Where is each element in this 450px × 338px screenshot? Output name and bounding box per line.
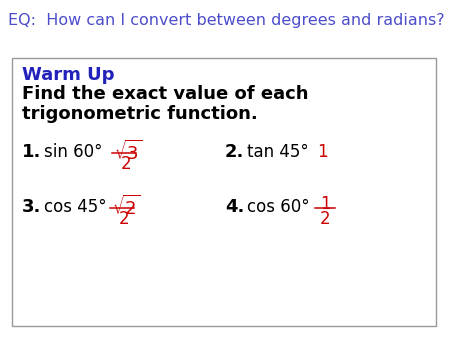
- Text: cos 45°: cos 45°: [44, 198, 107, 216]
- Text: 3.: 3.: [22, 198, 41, 216]
- Text: 2: 2: [320, 210, 331, 228]
- Text: $\sqrt{2}$: $\sqrt{2}$: [112, 195, 140, 219]
- Text: trigonometric function.: trigonometric function.: [22, 105, 258, 123]
- Text: 1: 1: [320, 195, 331, 213]
- Text: 2: 2: [121, 155, 131, 173]
- Text: $\sqrt{3}$: $\sqrt{3}$: [114, 140, 142, 164]
- Text: 4.: 4.: [225, 198, 244, 216]
- Bar: [12, 58, 436, 326]
- Text: 1: 1: [317, 143, 328, 161]
- Text: cos 60°: cos 60°: [247, 198, 310, 216]
- Text: 2: 2: [119, 210, 130, 228]
- Text: EQ:  How can I convert between degrees and radians?: EQ: How can I convert between degrees an…: [8, 13, 445, 28]
- Text: 2.: 2.: [225, 143, 244, 161]
- Text: Find the exact value of each: Find the exact value of each: [22, 85, 309, 103]
- Text: sin 60°: sin 60°: [44, 143, 103, 161]
- Text: 1.: 1.: [22, 143, 41, 161]
- Text: Warm Up: Warm Up: [22, 66, 114, 84]
- Text: tan 45°: tan 45°: [247, 143, 309, 161]
